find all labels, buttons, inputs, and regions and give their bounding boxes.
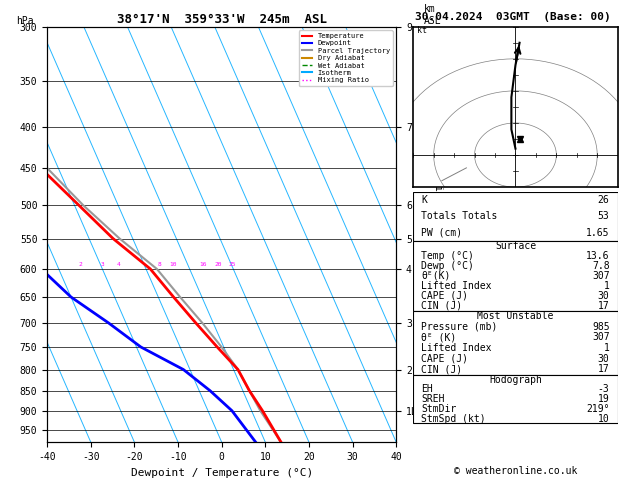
Text: Temp (°C): Temp (°C) (421, 251, 474, 261)
Text: hPa: hPa (16, 16, 33, 26)
Text: 30: 30 (598, 291, 610, 301)
Text: 1: 1 (604, 343, 610, 353)
Bar (413, 241, 618, 311)
Text: 26: 26 (598, 195, 610, 205)
Text: K: K (421, 195, 427, 205)
Text: Lifted Index: Lifted Index (421, 281, 492, 291)
Text: 25: 25 (229, 262, 237, 267)
Text: Most Unstable: Most Unstable (477, 311, 554, 321)
Text: 1: 1 (604, 281, 610, 291)
Text: Totals Totals: Totals Totals (421, 211, 498, 222)
Text: 20: 20 (214, 262, 221, 267)
Text: 53: 53 (598, 211, 610, 222)
Bar (413, 375, 618, 423)
Text: 10: 10 (169, 262, 177, 267)
Legend: Temperature, Dewpoint, Parcel Trajectory, Dry Adiabat, Wet Adiabat, Isotherm, Mi: Temperature, Dewpoint, Parcel Trajectory… (299, 30, 392, 86)
Text: -3: -3 (598, 384, 610, 394)
Text: CAPE (J): CAPE (J) (421, 354, 469, 364)
Text: Pressure (mb): Pressure (mb) (421, 322, 498, 332)
Text: StmSpd (kt): StmSpd (kt) (421, 414, 486, 424)
Text: 3: 3 (101, 262, 104, 267)
Text: SREH: SREH (421, 394, 445, 404)
Text: CAPE (J): CAPE (J) (421, 291, 469, 301)
X-axis label: Dewpoint / Temperature (°C): Dewpoint / Temperature (°C) (131, 468, 313, 478)
Text: Surface: Surface (495, 241, 536, 251)
Text: θᴱ (K): θᴱ (K) (421, 332, 457, 343)
Text: CIN (J): CIN (J) (421, 301, 462, 311)
Text: Dewp (°C): Dewp (°C) (421, 261, 474, 271)
Text: 219°: 219° (586, 404, 610, 414)
Text: 2: 2 (79, 262, 82, 267)
Text: EH: EH (421, 384, 433, 394)
Text: PW (cm): PW (cm) (421, 227, 462, 238)
Text: 307: 307 (592, 271, 610, 281)
Text: 10: 10 (598, 414, 610, 424)
Text: 13.6: 13.6 (586, 251, 610, 261)
Text: 19: 19 (598, 394, 610, 404)
Text: StmDir: StmDir (421, 404, 457, 414)
Text: 7.8: 7.8 (592, 261, 610, 271)
Text: 30: 30 (598, 354, 610, 364)
Title: 38°17'N  359°33'W  245m  ASL: 38°17'N 359°33'W 245m ASL (117, 13, 326, 26)
Text: 17: 17 (598, 364, 610, 374)
Text: 17: 17 (598, 301, 610, 311)
Text: CIN (J): CIN (J) (421, 364, 462, 374)
Text: Lifted Index: Lifted Index (421, 343, 492, 353)
Text: © weatheronline.co.uk: © weatheronline.co.uk (454, 466, 577, 476)
Text: 985: 985 (592, 322, 610, 332)
Text: 16: 16 (199, 262, 207, 267)
Bar (413, 192, 618, 241)
Text: 307: 307 (592, 332, 610, 343)
Text: Hodograph: Hodograph (489, 375, 542, 384)
Text: 8: 8 (157, 262, 161, 267)
Text: 30.04.2024  03GMT  (Base: 00): 30.04.2024 03GMT (Base: 00) (415, 12, 611, 22)
Text: km
ASL: km ASL (424, 4, 442, 26)
Bar (413, 311, 618, 375)
Text: θᴱ(K): θᴱ(K) (421, 271, 451, 281)
Y-axis label: Mixing Ratio (g/kg): Mixing Ratio (g/kg) (433, 179, 443, 290)
Text: kt: kt (418, 26, 427, 35)
Text: 4: 4 (117, 262, 121, 267)
Text: 1.65: 1.65 (586, 227, 610, 238)
